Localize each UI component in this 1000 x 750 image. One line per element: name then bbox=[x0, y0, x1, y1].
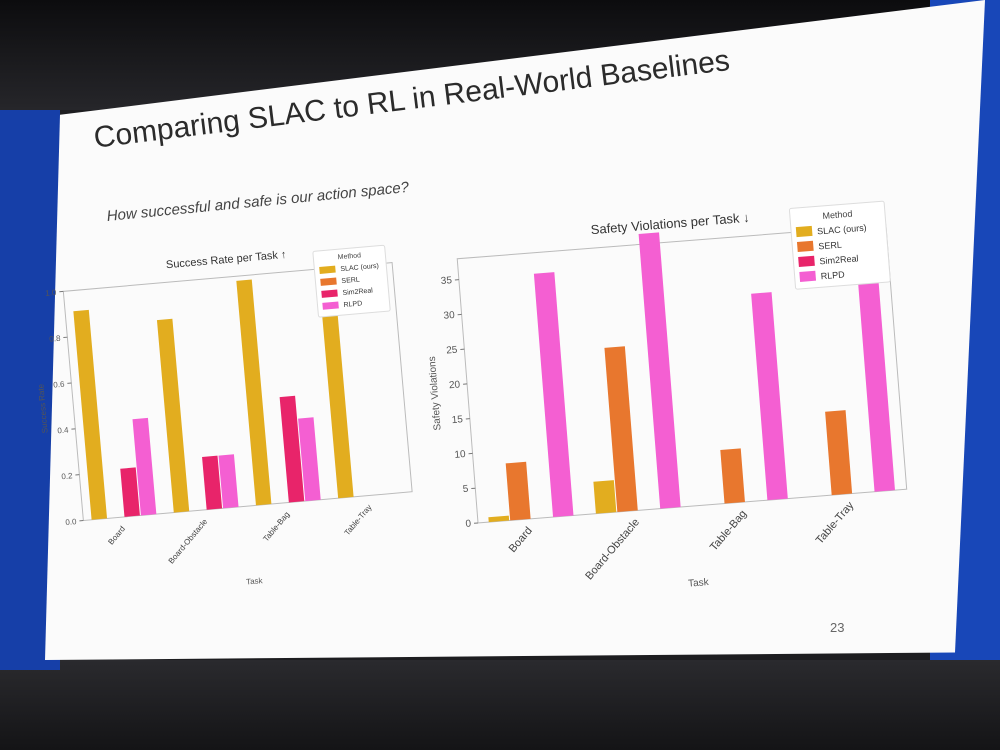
y-tick-label: 0 bbox=[465, 518, 472, 529]
y-tick-label: 25 bbox=[446, 345, 458, 357]
room-floor bbox=[0, 660, 1000, 750]
bar-rlpd bbox=[298, 417, 321, 502]
bar-serl bbox=[825, 410, 853, 496]
y-axis-label: Safety Violations bbox=[427, 356, 444, 431]
y-tick-label: 0.2 bbox=[61, 471, 73, 481]
bar-rlpd bbox=[218, 454, 239, 509]
legend-entry: SERL bbox=[818, 240, 842, 252]
legend-entry: SLAC (ours) bbox=[340, 263, 379, 273]
x-tick-label: Board bbox=[507, 525, 535, 555]
y-axis-label: Success Rate bbox=[36, 383, 49, 434]
legend-entry: RLPD bbox=[820, 269, 845, 281]
bar-rlpd bbox=[751, 292, 788, 501]
legend: Method SLAC (ours) SERL Sim2Real RLPD bbox=[312, 244, 391, 318]
bar-sim2real bbox=[279, 395, 305, 503]
legend-title: Method bbox=[822, 209, 853, 221]
bar-sim2real bbox=[202, 455, 223, 510]
legend-entry: SERL bbox=[341, 276, 360, 285]
bar-rlpd bbox=[533, 272, 574, 518]
legend-box bbox=[312, 244, 391, 318]
bar-rlpd bbox=[132, 417, 157, 516]
y-tick-label: 30 bbox=[443, 310, 455, 322]
x-tick-label: Table-Bag bbox=[708, 508, 749, 553]
slide-page-number: 23 bbox=[830, 620, 845, 635]
plot-frame bbox=[456, 224, 908, 524]
y-tick-label: 10 bbox=[454, 449, 466, 461]
x-axis-label: Task bbox=[246, 576, 264, 586]
bar-slac-ours bbox=[156, 318, 190, 513]
success-rate-chart: 0.0 0.2 0.4 0.6 0.8 1.0 Board Board-Obstacle Tab… bbox=[36, 244, 413, 587]
bar-slac-ours bbox=[236, 279, 272, 506]
bar-slac-ours bbox=[488, 515, 510, 523]
y-tick-label: 0.6 bbox=[53, 380, 65, 390]
legend-box bbox=[788, 200, 891, 290]
projection-screen bbox=[45, 0, 985, 660]
y-tick-label: 0.0 bbox=[65, 517, 77, 527]
bar-slac-ours bbox=[73, 309, 108, 520]
legend-swatch bbox=[798, 255, 815, 267]
legend-swatch bbox=[799, 270, 817, 282]
bar-serl bbox=[604, 346, 638, 512]
chart-title: Success Rate per Task ↑ bbox=[166, 249, 287, 271]
legend-swatch bbox=[320, 277, 337, 286]
legend-title: Method bbox=[337, 252, 361, 261]
x-tick-label: Table-Tray bbox=[814, 499, 857, 546]
bar-serl bbox=[720, 448, 745, 504]
x-tick-label: Board bbox=[106, 524, 127, 546]
legend-swatch bbox=[322, 301, 339, 310]
legend-entry: Sim2Real bbox=[342, 287, 373, 297]
x-tick-label: Board-Obstacle bbox=[167, 517, 210, 566]
y-tick-label: 20 bbox=[449, 379, 461, 391]
x-tick-label: Board-Obstacle bbox=[583, 516, 642, 582]
legend-swatch bbox=[321, 289, 338, 298]
y-tick-label: 0.4 bbox=[57, 425, 69, 435]
safety-violations-chart: 0 5 10 15 20 25 30 35 Board Board-Obstacle Table-B… bbox=[427, 200, 908, 590]
legend-swatch bbox=[795, 225, 813, 238]
bar-rlpd bbox=[638, 232, 681, 509]
bar-sim2real bbox=[120, 467, 140, 517]
legend-entry: RLPD bbox=[343, 300, 362, 309]
bar-rlpd bbox=[854, 232, 895, 492]
x-axis-label: Task bbox=[688, 577, 710, 590]
legend-entry: SLAC (ours) bbox=[817, 223, 867, 237]
y-tick-label: 1.0 bbox=[45, 288, 57, 298]
legend-swatch bbox=[796, 240, 814, 253]
bar-slac-ours bbox=[593, 480, 617, 514]
x-tick-label: Table-Tray bbox=[343, 503, 374, 538]
y-tick-label: 35 bbox=[440, 275, 452, 287]
y-tick-label: 5 bbox=[462, 484, 469, 495]
legend-entry: Sim2Real bbox=[819, 253, 859, 266]
bar-slac-ours bbox=[322, 313, 354, 499]
plot-frame bbox=[62, 262, 413, 522]
y-tick-label: 0.8 bbox=[49, 334, 61, 344]
y-tick-label: 15 bbox=[451, 414, 463, 426]
bar-serl bbox=[505, 461, 531, 521]
x-tick-label: Table-Bag bbox=[261, 510, 291, 543]
legend-swatch bbox=[319, 265, 336, 274]
